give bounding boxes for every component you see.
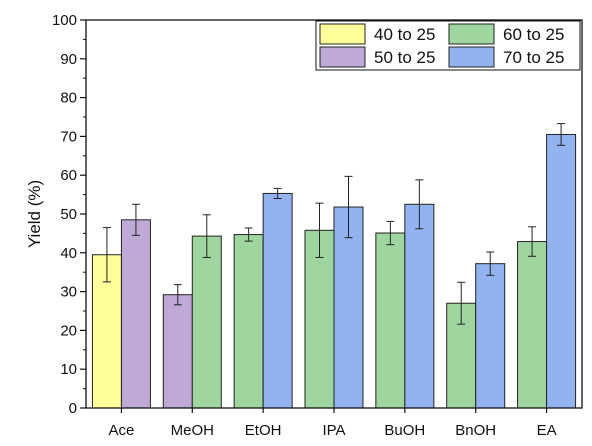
y-tick-label: 80 [60, 90, 77, 107]
bar-meoh-series-2 [191, 235, 222, 409]
legend-swatch [448, 23, 495, 45]
y-tick-label: 100 [52, 12, 77, 29]
legend-label: 50 to 25 [374, 48, 435, 67]
x-tick-label: EtOH [245, 422, 282, 439]
plot-frame [85, 19, 583, 409]
x-tick-label: MeOH [171, 422, 214, 439]
x-tick-label: EA [537, 422, 557, 439]
y-axis-title: Yield (%) [25, 180, 44, 248]
bar-ace-series-1 [120, 219, 151, 409]
x-tick-label: Ace [108, 422, 134, 439]
bar-meoh-series-1 [162, 294, 193, 409]
x-tick-labels: Ace MeOH EtOH IPA BuOH BnOH EA [108, 422, 556, 439]
x-tick-label: BuOH [384, 422, 425, 439]
bar-buoh-series-2 [375, 232, 406, 409]
x-tick-label: IPA [322, 422, 345, 439]
legend-label: 60 to 25 [503, 25, 564, 44]
bar-buoh-series-3 [404, 203, 435, 409]
legend-label: 70 to 25 [503, 48, 564, 67]
bar-etoh-series-3 [262, 192, 293, 409]
legend: 40 to 25 60 to 25 50 to 25 70 to 25 [315, 20, 581, 71]
y-tick-label: 90 [60, 51, 77, 68]
bar-bnoh-series-3 [475, 263, 506, 409]
y-tick-label: 20 [60, 322, 77, 339]
legend-swatch [448, 46, 495, 68]
bars [91, 133, 577, 409]
x-tick-label: BnOH [455, 422, 496, 439]
legend-swatch [319, 46, 366, 68]
y-tick-label: 30 [60, 284, 77, 301]
y-tick-label: 10 [60, 361, 77, 378]
y-tick-label: 60 [60, 167, 77, 184]
bar-ea-series-3 [546, 133, 577, 409]
error-bars [102, 123, 566, 325]
y-tick-label: 0 [69, 400, 77, 417]
bar-etoh-series-2 [233, 234, 264, 409]
y-tick-label: 50 [60, 206, 77, 223]
legend-swatch [319, 23, 366, 45]
legend-label: 40 to 25 [374, 25, 435, 44]
y-tick-labels: 0 10 20 30 40 50 60 70 80 90 100 [52, 12, 77, 417]
y-tick-label: 70 [60, 128, 77, 145]
bar-ea-series-2 [517, 241, 548, 409]
y-tick-label: 40 [60, 245, 77, 262]
